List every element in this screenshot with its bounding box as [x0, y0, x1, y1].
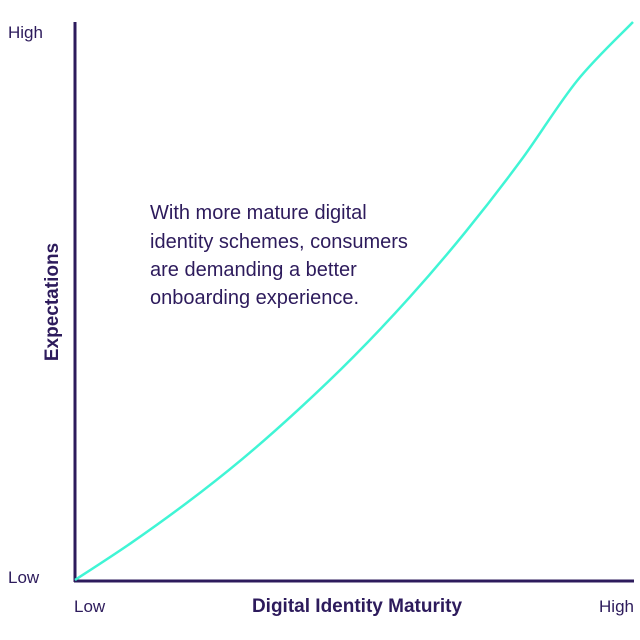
annotation-line-1: With more mature digital: [150, 202, 367, 224]
series-line: [74, 21, 634, 582]
annotation-line-3: are demanding a better: [150, 259, 357, 281]
y-tick-high: High: [8, 23, 43, 42]
y-axis-title: Expectations: [42, 243, 63, 361]
annotation-line-4: onboarding experience.: [150, 287, 359, 309]
y-tick-low: Low: [8, 568, 40, 587]
x-axis-title: Digital Identity Maturity: [252, 596, 463, 617]
annotation: With more mature digital identity scheme…: [150, 202, 408, 309]
x-tick-low: Low: [74, 597, 106, 616]
annotation-line-2: identity schemes, consumers: [150, 231, 408, 253]
x-tick-high: High: [599, 597, 634, 616]
